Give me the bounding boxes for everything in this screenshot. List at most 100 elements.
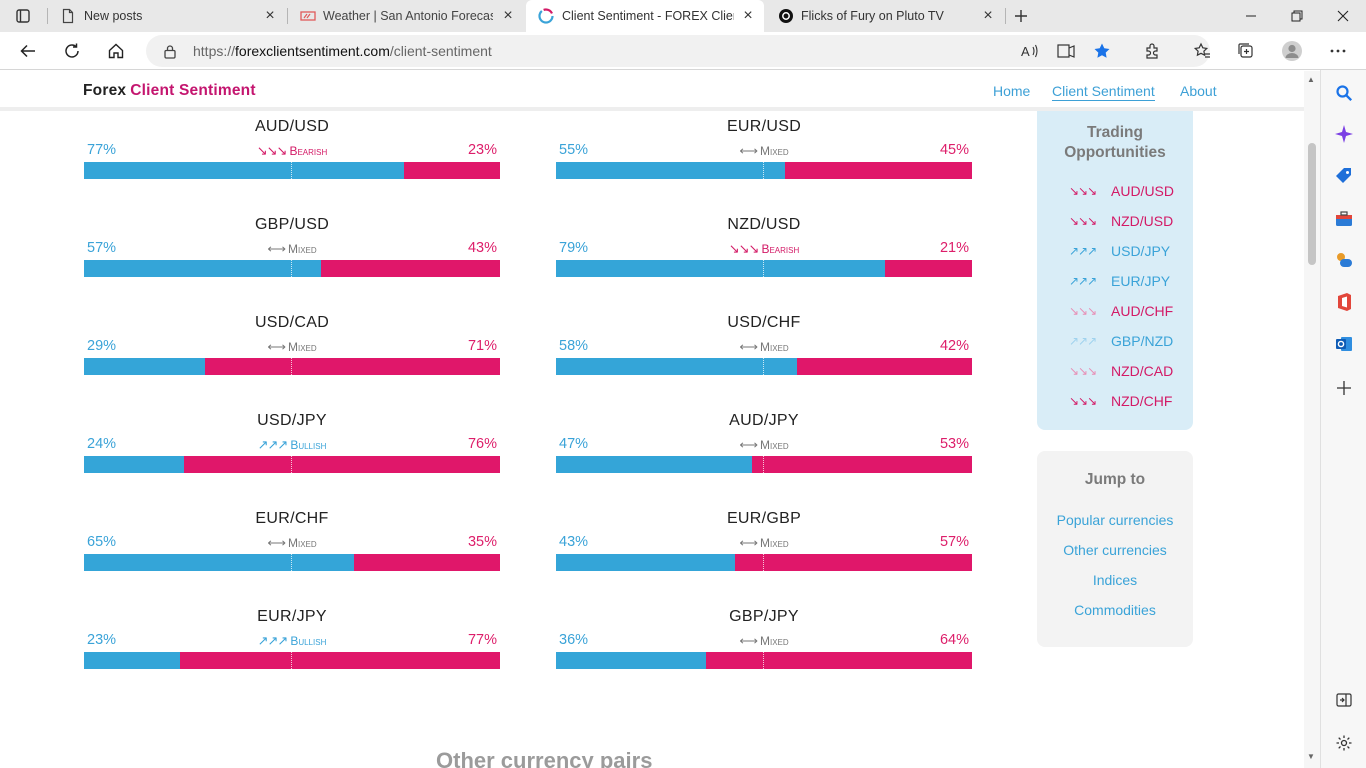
scroll-down-arrow-icon[interactable]: ▼ bbox=[1307, 752, 1315, 761]
hide-sidebar-button[interactable] bbox=[1333, 689, 1355, 711]
pair-name[interactable]: USD/CHF bbox=[727, 314, 801, 331]
favorites-button[interactable] bbox=[1188, 37, 1216, 65]
plus-icon bbox=[1337, 381, 1351, 395]
sentiment-arrow-icon: ↗↗↗ bbox=[257, 633, 289, 648]
sentiment-bar bbox=[84, 162, 500, 179]
tab-client-sentiment[interactable]: Client Sentiment - FOREX Client × bbox=[526, 0, 764, 32]
pair-name[interactable]: AUD/USD bbox=[254, 118, 330, 135]
immersive-reader-button[interactable] bbox=[1056, 41, 1076, 61]
jump-other-currencies-link[interactable]: Other currencies bbox=[1063, 542, 1167, 558]
long-percentage: 36% bbox=[559, 632, 589, 648]
pair-name[interactable]: EUR/JPY bbox=[257, 608, 327, 625]
pair-name[interactable]: EUR/USD bbox=[726, 118, 802, 135]
bar-midline bbox=[291, 554, 292, 571]
close-icon[interactable]: × bbox=[503, 7, 513, 24]
pair-name[interactable]: GBP/USD bbox=[254, 216, 330, 233]
sentiment-arrow-icon: ⟷ bbox=[739, 143, 758, 158]
read-aloud-button[interactable]: A bbox=[1020, 41, 1040, 61]
pair-name[interactable]: USD/CAD bbox=[254, 314, 330, 331]
tab-new-posts[interactable]: New posts × bbox=[48, 0, 286, 32]
short-percentage: 53% bbox=[939, 436, 969, 452]
long-bar-fill bbox=[84, 162, 405, 179]
opportunity-item[interactable]: ↗↗↗ USD/JPY bbox=[1069, 241, 1170, 261]
jump-commodities-link[interactable]: Commodities bbox=[1074, 602, 1156, 618]
page-scrollbar[interactable]: ▲ ▼ bbox=[1304, 71, 1320, 768]
forex-site-icon bbox=[538, 8, 554, 24]
opportunity-item[interactable]: ↘↘↘ NZD/CAD bbox=[1069, 361, 1173, 381]
favorite-star-button[interactable] bbox=[1092, 41, 1112, 61]
address-field[interactable]: https://forexclientsentiment.com/client-… bbox=[146, 35, 1210, 67]
long-percentage: 58% bbox=[559, 338, 589, 354]
office-icon bbox=[1338, 293, 1351, 311]
close-icon[interactable]: × bbox=[743, 7, 753, 24]
copilot-button[interactable] bbox=[1333, 123, 1355, 145]
nav-client-sentiment-link[interactable]: Client Sentiment bbox=[1052, 83, 1155, 101]
scrollbar-thumb[interactable] bbox=[1308, 143, 1316, 265]
sentiment-card: GBP/JPY 36% ⟷ Mixed 64% bbox=[556, 608, 972, 688]
close-icon[interactable]: × bbox=[265, 7, 275, 24]
restore-button[interactable] bbox=[1274, 0, 1320, 32]
bar-midline bbox=[763, 456, 764, 473]
refresh-button[interactable] bbox=[58, 37, 86, 65]
pair-name[interactable]: EUR/CHF bbox=[255, 510, 329, 527]
shopping-button[interactable] bbox=[1333, 165, 1355, 187]
opportunity-item[interactable]: ↘↘↘ NZD/CHF bbox=[1069, 391, 1172, 411]
sentiment-text: Bearish bbox=[289, 144, 328, 158]
sentiment-arrow-icon: ⟷ bbox=[267, 535, 286, 550]
minimize-button[interactable] bbox=[1228, 0, 1274, 32]
home-button[interactable] bbox=[102, 37, 130, 65]
close-icon[interactable]: × bbox=[983, 7, 993, 24]
pair-name[interactable]: AUD/JPY bbox=[729, 412, 799, 429]
opportunity-item[interactable]: ↗↗↗ GBP/NZD bbox=[1069, 331, 1173, 351]
site-logo-link[interactable]: Forex Client Sentiment bbox=[83, 82, 256, 100]
sentiment-label: ↘↘↘ Bearish bbox=[84, 143, 500, 159]
profile-button[interactable] bbox=[1278, 37, 1306, 65]
back-button[interactable] bbox=[14, 37, 42, 65]
sentiment-label: ⟷ Mixed bbox=[84, 241, 500, 257]
search-sidebar-button[interactable] bbox=[1333, 82, 1355, 104]
pair-name[interactable]: USD/JPY bbox=[257, 412, 327, 429]
sentiment-card: NZD/USD 79% ↘↘↘ Bearish 21% bbox=[556, 216, 972, 296]
opportunity-item[interactable]: ↘↘↘ AUD/USD bbox=[1069, 181, 1174, 201]
sentiment-card: GBP/USD 57% ⟷ Mixed 43% bbox=[84, 216, 500, 296]
office-button[interactable] bbox=[1333, 291, 1355, 313]
tab-pluto-tv[interactable]: Flicks of Fury on Pluto TV × bbox=[766, 0, 1004, 32]
sentiment-text: Mixed bbox=[759, 340, 789, 354]
collections-button[interactable] bbox=[1232, 37, 1260, 65]
jump-popular-currencies-link[interactable]: Popular currencies bbox=[1056, 512, 1174, 528]
close-window-button[interactable] bbox=[1320, 0, 1366, 32]
long-percentage: 24% bbox=[87, 436, 117, 452]
pair-name[interactable]: NZD/USD bbox=[727, 216, 801, 233]
sentiment-arrow-icon: ⟷ bbox=[739, 339, 758, 354]
opportunity-item[interactable]: ↗↗↗ EUR/JPY bbox=[1069, 271, 1170, 291]
jump-indices-link[interactable]: Indices bbox=[1092, 572, 1138, 588]
opportunity-pair: AUD/USD bbox=[1111, 183, 1175, 199]
sentiment-text: Mixed bbox=[287, 242, 317, 256]
scroll-up-arrow-icon[interactable]: ▲ bbox=[1307, 75, 1315, 84]
nav-home-link[interactable]: Home bbox=[993, 83, 1031, 99]
opportunity-item[interactable]: ↘↘↘ AUD/CHF bbox=[1069, 301, 1173, 321]
outlook-button[interactable] bbox=[1333, 333, 1355, 355]
tab-weather[interactable]: Weather | San Antonio Forecast, × bbox=[288, 0, 524, 32]
pair-name[interactable]: EUR/GBP bbox=[726, 510, 802, 527]
short-percentage: 23% bbox=[467, 142, 497, 158]
immersive-reader-icon bbox=[1057, 44, 1075, 58]
sentiment-text: Mixed bbox=[759, 144, 789, 158]
games-button[interactable] bbox=[1333, 249, 1355, 271]
nav-about-link[interactable]: About bbox=[1180, 83, 1217, 99]
add-sidebar-app-button[interactable] bbox=[1333, 377, 1355, 399]
extensions-button[interactable] bbox=[1139, 37, 1167, 65]
opportunity-item[interactable]: ↘↘↘ NZD/USD bbox=[1069, 211, 1173, 231]
tab-actions-button[interactable] bbox=[10, 4, 36, 28]
bar-midline bbox=[291, 358, 292, 375]
pair-name[interactable]: GBP/JPY bbox=[729, 608, 799, 625]
tools-button[interactable] bbox=[1333, 208, 1355, 230]
lock-icon bbox=[164, 45, 176, 59]
sentiment-bar bbox=[556, 260, 972, 277]
sidebar-settings-button[interactable] bbox=[1333, 732, 1355, 754]
settings-menu-button[interactable] bbox=[1324, 37, 1352, 65]
sentiment-bar bbox=[84, 358, 500, 375]
sentiment-card: AUD/USD 77% ↘↘↘ Bearish 23% bbox=[84, 118, 500, 198]
new-tab-button[interactable] bbox=[1008, 4, 1034, 28]
tag-icon bbox=[1336, 168, 1351, 183]
